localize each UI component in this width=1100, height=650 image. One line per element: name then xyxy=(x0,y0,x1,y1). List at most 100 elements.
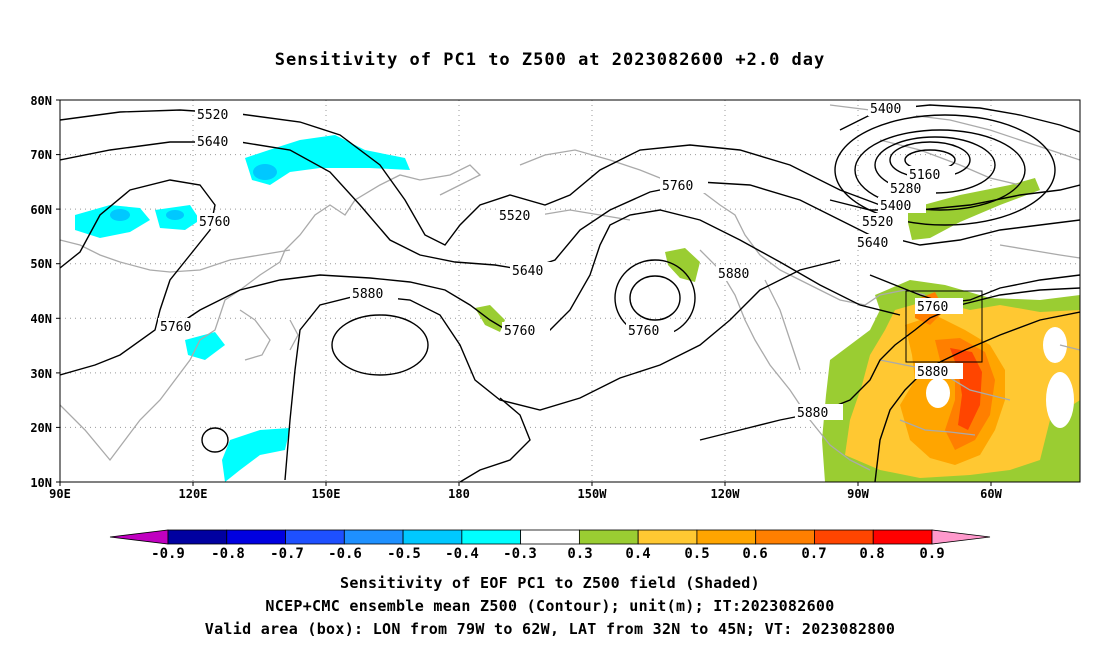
colorbar-arrow-high xyxy=(931,529,991,545)
shading-blue-2 xyxy=(110,209,130,221)
shading-blue-3 xyxy=(166,210,184,220)
contour-5640-east xyxy=(879,219,1080,246)
lon-label: 180 xyxy=(448,487,470,501)
positive-sensitivity-shading xyxy=(475,178,1080,482)
contour-label: 5400 xyxy=(880,199,911,214)
colorbar-labels: -0.9 -0.8 -0.7 -0.6 -0.5 -0.4 -0.3 0.3 0… xyxy=(151,546,945,562)
colorbar-swatch xyxy=(872,529,933,545)
shading-cyan-5 xyxy=(222,428,290,482)
contour-label: 5640 xyxy=(857,236,888,251)
latitude-labels: 80N 70N 60N 50N 40N 30N 20N 10N xyxy=(30,94,52,490)
contour-label: 5760 xyxy=(199,215,230,230)
colorbar xyxy=(109,529,991,545)
lat-label: 40N xyxy=(30,312,52,326)
contour-label: 5880 xyxy=(352,287,383,302)
contour-5760-west xyxy=(60,179,216,376)
contour-label: 5760 xyxy=(917,300,948,315)
colorbar-label: -0.4 xyxy=(445,546,479,562)
lat-label: 80N xyxy=(30,94,52,108)
lat-label: 20N xyxy=(30,421,52,435)
shading-white-hole-2 xyxy=(1046,372,1074,428)
lon-label: 150E xyxy=(312,487,341,501)
colorbar-swatch xyxy=(285,529,345,545)
contour-label: 5520 xyxy=(197,108,228,123)
lon-label: 90W xyxy=(847,487,869,501)
lon-label: 60W xyxy=(980,487,1002,501)
contour-small-1 xyxy=(201,427,229,453)
contour-label: 5880 xyxy=(718,267,749,282)
caption-line-1: Sensitivity of EOF PC1 to Z500 field (Sh… xyxy=(340,574,760,592)
contour-5520-north xyxy=(60,109,881,246)
contour-label: 5520 xyxy=(499,209,530,224)
caption-line-3: Valid area (box): LON from 79W to 62W, L… xyxy=(204,620,896,638)
contour-label: 5160 xyxy=(909,168,940,183)
colorbar-label: -0.7 xyxy=(270,546,304,562)
caption-line-2: NCEP+CMC ensemble mean Z500 (Contour); u… xyxy=(265,597,835,615)
colorbar-swatch xyxy=(755,529,815,545)
shading-white-hole xyxy=(926,378,950,408)
colorbar-label: 0.5 xyxy=(684,546,709,562)
contour-low-west xyxy=(331,314,429,376)
shading-white-hole-3 xyxy=(1043,327,1067,363)
contour-label: 5520 xyxy=(862,215,893,230)
contour-5520-top xyxy=(829,184,1080,211)
colorbar-swatch xyxy=(167,529,228,545)
shading-cyan-1 xyxy=(245,135,410,185)
z500-contours xyxy=(60,104,1080,482)
lat-label: 30N xyxy=(30,367,52,381)
colorbar-swatch xyxy=(637,529,698,545)
lon-label: 120W xyxy=(711,487,741,501)
lat-label: 10N xyxy=(30,476,52,490)
colorbar-label: 0.4 xyxy=(625,546,650,562)
negative-sensitivity-shading xyxy=(75,135,410,482)
contour-label: 5640 xyxy=(197,135,228,150)
contour-5760-mid xyxy=(169,209,901,336)
contour-5880-east xyxy=(699,287,1080,441)
contour-label: 5400 xyxy=(870,102,901,117)
colorbar-swatch xyxy=(226,529,286,545)
shading-green-patch-1 xyxy=(665,248,700,282)
contour-5880-south xyxy=(459,397,531,482)
contour-low-north-4 xyxy=(854,129,1026,211)
colorbar-swatch xyxy=(696,529,757,545)
colorbar-arrow-low xyxy=(109,529,169,545)
contour-label: 5880 xyxy=(917,365,948,380)
colorbar-label: -0.9 xyxy=(151,546,185,562)
colorbar-swatch xyxy=(578,529,639,545)
contour-label: 5640 xyxy=(512,264,543,279)
colorbar-label: 0.3 xyxy=(567,546,592,562)
contour-label: 5760 xyxy=(628,324,659,339)
colorbar-label: 0.8 xyxy=(859,546,884,562)
contour-high-mid xyxy=(629,275,681,321)
contour-label: 5760 xyxy=(504,324,535,339)
colorbar-label: -0.5 xyxy=(387,546,421,562)
contour-label: 5760 xyxy=(160,320,191,335)
contour-label: 5880 xyxy=(797,406,828,421)
colorbar-swatch xyxy=(343,529,404,545)
lat-label: 50N xyxy=(30,257,52,271)
contour-label: 5280 xyxy=(890,182,921,197)
colorbar-swatch xyxy=(402,529,463,545)
valid-area-box xyxy=(905,290,983,363)
colorbar-swatch xyxy=(461,529,522,545)
colorbar-swatch xyxy=(814,529,874,545)
contour-5880-mid xyxy=(284,259,841,481)
colorbar-label: -0.6 xyxy=(328,546,362,562)
shading-cyan-2 xyxy=(75,205,150,238)
shading-blue-1 xyxy=(253,164,277,180)
colorbar-label: 0.7 xyxy=(801,546,826,562)
longitude-labels: 90E 120E 150E 180 150W 120W 90W 60W xyxy=(49,487,1002,501)
lon-label: 90E xyxy=(49,487,71,501)
colorbar-label: 0.9 xyxy=(919,546,944,562)
contour-labels: 5520 5640 5760 5520 5640 5760 5880 5760 … xyxy=(158,100,963,421)
colorbar-label: -0.8 xyxy=(211,546,245,562)
colorbar-label: -0.3 xyxy=(503,546,537,562)
map-frame xyxy=(59,99,1081,483)
lon-label: 150W xyxy=(578,487,608,501)
lat-label: 60N xyxy=(30,203,52,217)
chart-title: Sensitivity of PC1 to Z500 at 2023082600… xyxy=(274,50,826,70)
shading-cyan-4 xyxy=(185,332,225,360)
lat-label: 70N xyxy=(30,148,52,162)
contour-low-north-5 xyxy=(834,114,1056,226)
